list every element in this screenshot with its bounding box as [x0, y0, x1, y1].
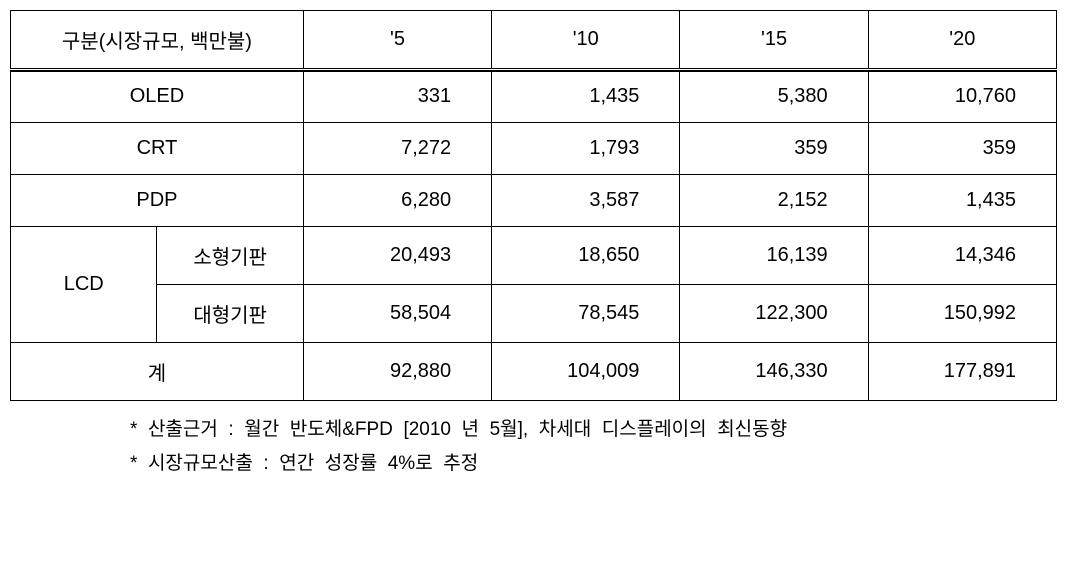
market-size-table: 구분(시장규모, 백만불) '5 '10 '15 '20 OLED 331 1,…	[10, 10, 1057, 401]
cell-lcd-large-y15: 122,300	[680, 285, 868, 343]
cell-crt-y10: 1,793	[492, 123, 680, 175]
cell-crt-y20: 359	[868, 123, 1056, 175]
row-label-lcd-small: 소형기판	[157, 227, 303, 285]
cell-oled-y15: 5,380	[680, 70, 868, 123]
cell-total-y15: 146,330	[680, 343, 868, 401]
table-row-lcd-large: 대형기판 58,504 78,545 122,300 150,992	[11, 285, 1057, 343]
footnote-estimate: * 시장규모산출 : 연간 성장률 4%로 추정	[130, 447, 1057, 481]
table-header-row: 구분(시장규모, 백만불) '5 '10 '15 '20	[11, 11, 1057, 70]
row-label-pdp: PDP	[11, 175, 304, 227]
cell-oled-y10: 1,435	[492, 70, 680, 123]
col-header-y20: '20	[868, 11, 1056, 70]
row-label-total: 계	[11, 343, 304, 401]
table-row-oled: OLED 331 1,435 5,380 10,760	[11, 70, 1057, 123]
cell-lcd-large-y10: 78,545	[492, 285, 680, 343]
cell-lcd-small-y15: 16,139	[680, 227, 868, 285]
cell-crt-y05: 7,272	[303, 123, 491, 175]
footnotes: * 산출근거 : 월간 반도체&FPD [2010 년 5월], 차세대 디스플…	[130, 413, 1057, 481]
footnote-source: * 산출근거 : 월간 반도체&FPD [2010 년 5월], 차세대 디스플…	[130, 413, 1057, 447]
col-header-y10: '10	[492, 11, 680, 70]
cell-lcd-large-y05: 58,504	[303, 285, 491, 343]
row-label-oled: OLED	[11, 70, 304, 123]
cell-pdp-y05: 6,280	[303, 175, 491, 227]
cell-pdp-y20: 1,435	[868, 175, 1056, 227]
cell-lcd-large-y20: 150,992	[868, 285, 1056, 343]
cell-total-y05: 92,880	[303, 343, 491, 401]
col-header-y05: '5	[303, 11, 491, 70]
cell-crt-y15: 359	[680, 123, 868, 175]
cell-pdp-y10: 3,587	[492, 175, 680, 227]
row-group-label-lcd: LCD	[11, 227, 157, 343]
cell-total-y20: 177,891	[868, 343, 1056, 401]
cell-lcd-small-y20: 14,346	[868, 227, 1056, 285]
table-row-total: 계 92,880 104,009 146,330 177,891	[11, 343, 1057, 401]
col-header-category: 구분(시장규모, 백만불)	[11, 11, 304, 70]
cell-oled-y20: 10,760	[868, 70, 1056, 123]
table-row-pdp: PDP 6,280 3,587 2,152 1,435	[11, 175, 1057, 227]
cell-oled-y05: 331	[303, 70, 491, 123]
col-header-y15: '15	[680, 11, 868, 70]
cell-pdp-y15: 2,152	[680, 175, 868, 227]
row-label-crt: CRT	[11, 123, 304, 175]
cell-lcd-small-y05: 20,493	[303, 227, 491, 285]
table-row-crt: CRT 7,272 1,793 359 359	[11, 123, 1057, 175]
row-label-lcd-large: 대형기판	[157, 285, 303, 343]
cell-total-y10: 104,009	[492, 343, 680, 401]
cell-lcd-small-y10: 18,650	[492, 227, 680, 285]
table-row-lcd-small: LCD 소형기판 20,493 18,650 16,139 14,346	[11, 227, 1057, 285]
